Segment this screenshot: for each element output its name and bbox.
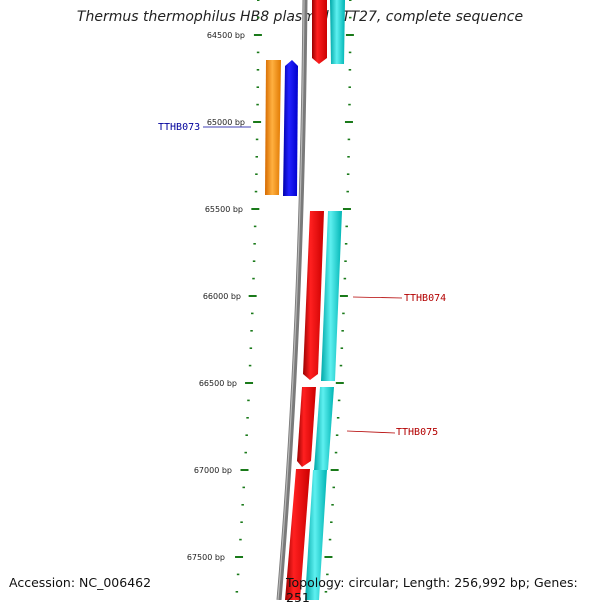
gene-tthb074-red[interactable]	[303, 211, 324, 380]
orf-lower-cyan[interactable]	[305, 470, 327, 600]
orf-tthb075-cyan[interactable]	[314, 387, 334, 470]
gene-label-tthb075[interactable]: TTHB075	[396, 427, 438, 438]
minor-ticks	[235, 0, 352, 593]
tick-label-67000: 67000 bp	[194, 466, 232, 475]
topology-text: Topology: circular; Length: 256,992 bp; …	[286, 575, 578, 605]
orf-upper-cyan[interactable]	[330, 0, 345, 64]
gene-upper-red[interactable]	[312, 0, 327, 64]
orf-reverse-orange[interactable]	[265, 60, 281, 195]
tick-label-66500: 66500 bp	[199, 379, 237, 388]
tick-label-67500: 67500 bp	[187, 553, 225, 562]
major-ticks	[235, 34, 354, 558]
label-line-tthb074	[352, 296, 403, 299]
gene-label-tthb073[interactable]: TTHB073	[158, 122, 200, 133]
tick-label-64500: 64500 bp	[207, 31, 245, 40]
orf-tthb074-cyan[interactable]	[321, 211, 342, 381]
label-line-tthb075	[346, 430, 396, 434]
gene-lower-red[interactable]	[285, 469, 310, 600]
plasmid-backbone-highlight	[277, 0, 305, 600]
plasmid-backbone	[276, 0, 308, 600]
gene-label-tthb074[interactable]: TTHB074	[404, 293, 446, 304]
gene-tthb075-red[interactable]	[297, 387, 316, 467]
tick-label-65000: 65000 bp	[207, 118, 245, 127]
tick-label-66000: 66000 bp	[203, 292, 241, 301]
tick-label-65500: 65500 bp	[205, 205, 243, 214]
map-title: Thermus thermophilus HB8 plasmid pTT27, …	[76, 9, 524, 25]
gene-tthb073-blue[interactable]	[283, 60, 298, 196]
accession-text: Accession: NC_006462	[9, 575, 152, 590]
